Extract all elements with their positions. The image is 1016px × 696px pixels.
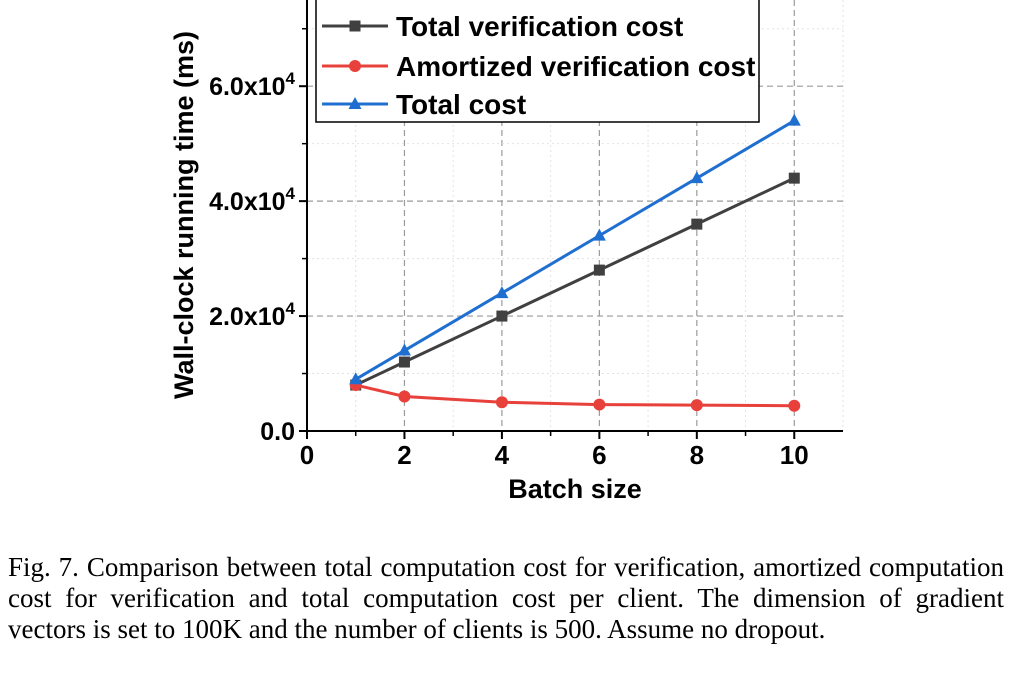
x-tick-label: 8	[690, 440, 704, 470]
data-point	[593, 264, 605, 276]
y-tick-label: 4.0x104	[209, 184, 295, 216]
x-tick-label: 0	[300, 440, 314, 470]
data-point	[349, 372, 363, 385]
series-line	[355, 383, 795, 408]
x-tick-label: 2	[397, 440, 411, 470]
series-2	[349, 113, 801, 385]
data-point	[496, 310, 508, 322]
series-line	[355, 176, 795, 387]
y-tick-label: 0.0	[260, 418, 295, 446]
data-point	[691, 218, 703, 230]
data-point	[495, 286, 509, 299]
legend-entry: Amortized verification cost	[396, 51, 755, 82]
data-point	[398, 356, 410, 368]
legend-entry: Total verification cost	[396, 11, 683, 42]
data-point	[788, 172, 800, 184]
data-point	[495, 396, 508, 409]
x-tick-label: 6	[592, 440, 606, 470]
legend-entry: Total cost	[396, 89, 526, 120]
x-axis-label: Batch size	[508, 474, 642, 504]
data-point	[690, 399, 703, 412]
data-point	[690, 171, 704, 184]
line-chart: 0 2 4 6 8 10 0.0 2.0x104 4.0x104 6.0x104 Total ve…	[169, 0, 844, 504]
data-point	[398, 390, 411, 403]
legend-marker	[349, 20, 361, 32]
data-point	[397, 343, 411, 356]
series-group	[349, 113, 801, 412]
series-1	[349, 379, 801, 412]
series-line	[354, 119, 796, 381]
x-tick-label: 4	[495, 440, 510, 470]
axes: 0 2 4 6 8 10 0.0 2.0x104 4.0x104 6.0x104	[209, 0, 843, 470]
legend-marker	[349, 60, 361, 72]
series-0	[350, 172, 800, 391]
y-axis-label: Wall-clock running time (ms)	[169, 31, 199, 399]
data-point	[593, 398, 606, 411]
legend: Total verification cost Amortized verific…	[315, 0, 760, 123]
legend-marker	[348, 97, 362, 109]
x-tick-label: 10	[780, 440, 809, 470]
data-point	[788, 399, 801, 412]
y-tick-label: 2.0x104	[209, 299, 295, 331]
figure-caption: Fig. 7. Comparison between total computa…	[8, 552, 1004, 644]
data-point	[787, 113, 801, 126]
legend-box	[315, 0, 760, 123]
data-point	[592, 228, 606, 241]
y-tick-label: 6.0x104	[209, 69, 295, 101]
